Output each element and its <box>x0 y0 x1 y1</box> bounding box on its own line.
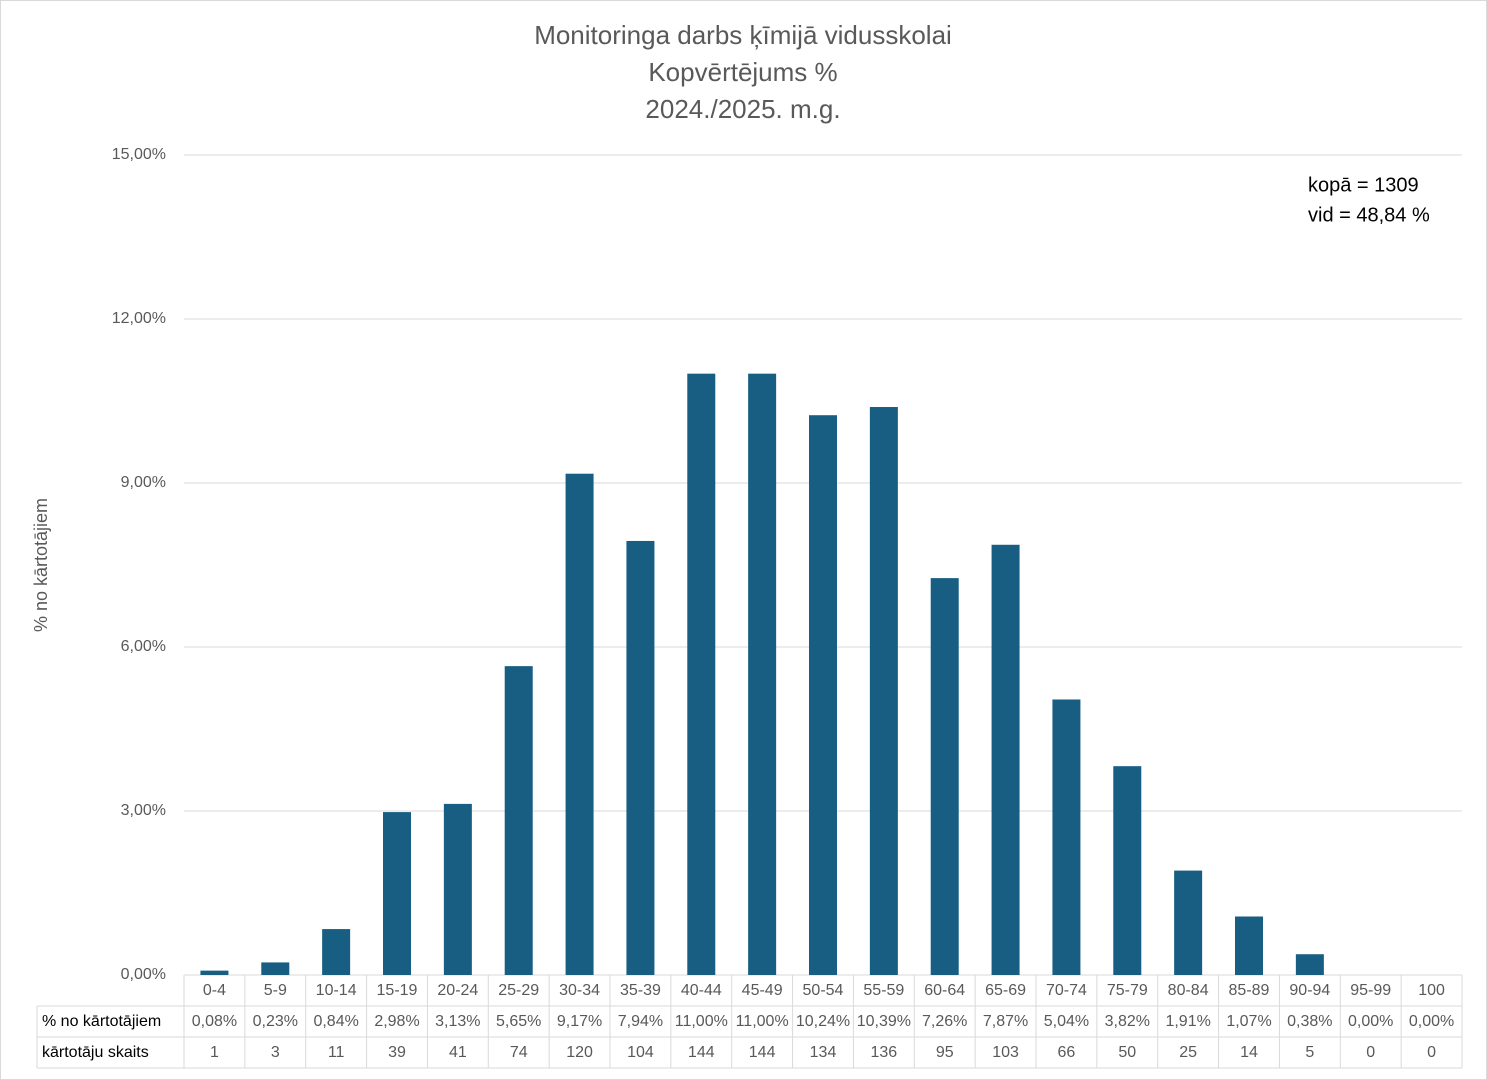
x-tick-label: 45-49 <box>742 982 783 999</box>
bar <box>383 812 411 975</box>
table-value: 10,39% <box>857 1013 911 1030</box>
bar <box>322 929 351 975</box>
y-axis-label: % no kārtotājiem <box>31 498 51 632</box>
chart-title: Kopvērtējums % <box>648 57 837 87</box>
x-tick-label: 10-14 <box>316 982 357 999</box>
table-value: 2,98% <box>374 1013 419 1030</box>
bar <box>261 962 290 975</box>
table-count: 66 <box>1058 1044 1076 1061</box>
bar <box>991 544 1020 975</box>
bar <box>504 666 533 975</box>
table-value: 7,26% <box>922 1013 967 1030</box>
bar <box>1052 699 1081 975</box>
bar <box>1174 870 1203 975</box>
x-tick-label: 5-9 <box>264 982 287 999</box>
table-value: 5,04% <box>1044 1013 1089 1030</box>
table-value: 0,00% <box>1409 1013 1454 1030</box>
x-tick-label: 20-24 <box>437 982 478 999</box>
x-tick-label: 25-29 <box>498 982 539 999</box>
bar <box>809 415 837 975</box>
x-tick-label: 0-4 <box>203 982 226 999</box>
x-tick-label: 50-54 <box>803 982 844 999</box>
bar <box>687 373 716 976</box>
table-value: 3,82% <box>1105 1013 1150 1030</box>
table-count: 74 <box>510 1044 528 1061</box>
bar <box>869 407 898 976</box>
chart-title: 2024./2025. m.g. <box>645 94 840 124</box>
table-value: 0,84% <box>313 1013 358 1030</box>
table-value: 0,23% <box>253 1013 298 1030</box>
x-tick-label: 40-44 <box>681 982 722 999</box>
table-value: 1,07% <box>1226 1013 1271 1030</box>
y-tick-label: 6,00% <box>121 638 166 655</box>
table-value: 0,08% <box>192 1013 237 1030</box>
table-count: 14 <box>1240 1044 1258 1061</box>
y-tick-label: 0,00% <box>121 966 166 983</box>
table-count: 50 <box>1118 1044 1136 1061</box>
table-count: 25 <box>1179 1044 1197 1061</box>
bar <box>1113 766 1142 975</box>
x-tick-label: 75-79 <box>1107 982 1148 999</box>
table-row-label: % no kārtotājiem <box>42 1013 161 1030</box>
table-value: 3,13% <box>435 1013 480 1030</box>
bar <box>930 578 959 975</box>
table-count: 144 <box>688 1044 715 1061</box>
table-count: 3 <box>271 1044 280 1061</box>
x-tick-label: 90-94 <box>1289 982 1330 999</box>
y-tick-label: 9,00% <box>121 474 166 491</box>
table-value: 7,87% <box>983 1013 1028 1030</box>
table-value: 0,00% <box>1348 1013 1393 1030</box>
x-tick-label: 85-89 <box>1229 982 1270 999</box>
y-tick-label: 3,00% <box>121 802 166 819</box>
bar <box>443 803 472 975</box>
bar <box>748 373 777 976</box>
table-value: 10,24% <box>796 1013 850 1030</box>
bar <box>565 473 594 975</box>
table-count: 0 <box>1366 1044 1375 1061</box>
bar <box>1235 916 1263 975</box>
chart-title: Monitoringa darbs ķīmijā vidusskolai <box>534 20 952 50</box>
table-count: 5 <box>1305 1044 1314 1061</box>
annotation: vid = 48,84 % <box>1308 204 1430 226</box>
x-tick-label: 55-59 <box>863 982 904 999</box>
table-count: 1 <box>210 1044 219 1061</box>
table-row-label: kārtotāju skaits <box>42 1044 149 1061</box>
x-tick-label: 15-19 <box>377 982 418 999</box>
x-tick-label: 95-99 <box>1350 982 1391 999</box>
table-count: 104 <box>627 1044 654 1061</box>
y-tick-label: 15,00% <box>112 146 166 163</box>
x-tick-label: 60-64 <box>924 982 965 999</box>
table-count: 39 <box>388 1044 406 1061</box>
x-tick-label: 70-74 <box>1046 982 1087 999</box>
x-tick-label: 35-39 <box>620 982 661 999</box>
table-count: 134 <box>810 1044 837 1061</box>
table-count: 120 <box>566 1044 593 1061</box>
table-count: 11 <box>328 1044 345 1061</box>
table-count: 144 <box>749 1044 776 1061</box>
table-count: 136 <box>871 1044 898 1061</box>
table-value: 5,65% <box>496 1013 541 1030</box>
table-value: 9,17% <box>557 1013 602 1030</box>
bar <box>626 540 655 975</box>
table-count: 41 <box>449 1044 467 1061</box>
table-count: 0 <box>1427 1044 1436 1061</box>
annotation: kopā = 1309 <box>1308 174 1419 196</box>
x-tick-label: 30-34 <box>559 982 600 999</box>
x-tick-label: 65-69 <box>985 982 1026 999</box>
bar <box>200 970 229 975</box>
table-value: 1,91% <box>1165 1013 1210 1030</box>
x-tick-label: 80-84 <box>1168 982 1209 999</box>
y-tick-label: 12,00% <box>112 310 166 327</box>
table-value: 0,38% <box>1287 1013 1332 1030</box>
table-count: 103 <box>992 1044 1019 1061</box>
bar <box>1295 954 1324 975</box>
table-count: 95 <box>936 1044 954 1061</box>
x-tick-label: 100 <box>1418 982 1445 999</box>
table-value: 7,94% <box>618 1013 663 1030</box>
table-value: 11,00% <box>736 1013 789 1030</box>
table-value: 11,00% <box>675 1013 728 1030</box>
